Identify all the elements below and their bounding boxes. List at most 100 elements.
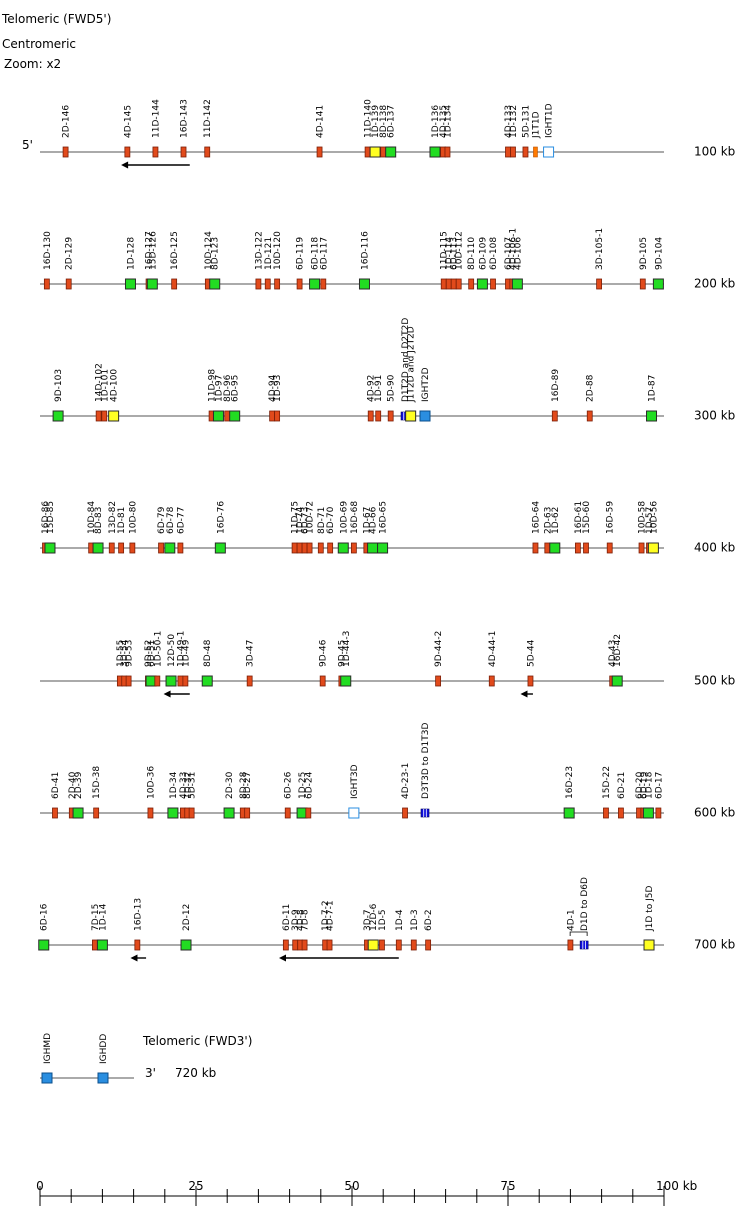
gene-1d-139: [369, 146, 381, 158]
label-ight3d: IGHT3D: [350, 764, 360, 799]
gene-13d-82: [108, 542, 115, 554]
label-13d-122: 13D-122: [254, 231, 264, 270]
gene-9d-53: [125, 675, 132, 687]
gene-9d-104: [652, 278, 664, 290]
gene-11d-144: [152, 146, 159, 158]
label-6d-119: 6D-119: [296, 237, 306, 270]
gene-8d-48: [201, 675, 213, 687]
label-6d-70: 6D-70: [326, 506, 336, 534]
gene-2d-39: [72, 807, 84, 819]
label-6d-108: 6D-108: [489, 237, 499, 270]
label-8d-138: 8D-138: [379, 105, 389, 138]
label-4d-92: 4D-92: [367, 375, 377, 402]
label-4d-44-1: 4D-44-1: [488, 631, 498, 667]
label-1d-74: 1D-74: [296, 506, 306, 534]
label-8d-83: 8D-83: [94, 507, 104, 534]
gene-1d-114: [445, 278, 452, 290]
gene-6d-73: [301, 542, 308, 554]
gene-8d-110: [468, 278, 475, 290]
gene-j1t2d-and-j2t2d: [405, 410, 417, 422]
label-3d-9: 3D-9: [291, 909, 301, 931]
label-6d-2: 6D-2: [424, 909, 434, 931]
row-4-kb-label: 500 kb: [694, 674, 735, 688]
label-6d-20: 6D-20: [635, 771, 645, 799]
gene-10d-58: [638, 542, 645, 554]
scale-label-0: 0: [36, 1179, 44, 1193]
gene-5d-131: [522, 146, 529, 158]
label-1d-32: 1D-32: [183, 772, 193, 799]
label-6d-137: 6D-137: [387, 105, 397, 138]
gene-6d-119: [296, 278, 303, 290]
gene-ight1d: [543, 146, 555, 158]
gene-4d-92: [367, 410, 374, 422]
label-11d-142: 11D-142: [203, 99, 213, 138]
gene-4d-23-1: [402, 807, 408, 819]
gene-10d-72: [306, 542, 313, 554]
label-6d-118: 6D-118: [311, 237, 321, 270]
gene-16d-143: [180, 146, 187, 158]
gene-1d-93: [274, 410, 281, 422]
label-16d-23: 16D-23: [565, 766, 575, 799]
gene-15d-22: [603, 807, 609, 819]
gene-6d-137: [385, 146, 397, 158]
label-1d-136: 1D-136: [431, 105, 441, 138]
label-1d-7-2: 1D-7-2: [321, 900, 331, 931]
scale-label-25: 25: [188, 1179, 203, 1193]
label-15d-60: 15D-60: [582, 501, 592, 534]
gene-1d-91: [375, 410, 382, 422]
label-6d-79: 6D-79: [157, 506, 167, 534]
label-11d-98: 11D-98: [208, 369, 218, 402]
gene-1d-34: [167, 807, 179, 819]
gene-15d-85: [44, 542, 56, 554]
gene-8d-83: [92, 542, 104, 554]
label-6d-16: 6D-16: [40, 903, 50, 931]
label-12d-50: 12D-50: [167, 634, 177, 667]
gene-8d-27: [244, 807, 251, 819]
label-9d-104: 9D-104: [654, 237, 664, 270]
row-5-kb-label: 600 kb: [694, 806, 735, 820]
gene-16d-13: [134, 939, 141, 951]
label-16d-13: 16D-13: [133, 898, 143, 931]
label-10d-84: 10D-84: [87, 501, 97, 534]
gene-4d-100: [108, 410, 120, 422]
gene-4d-94: [269, 410, 276, 422]
label-16d-86: 16D-86: [41, 501, 51, 534]
label-9d-103: 9D-103: [54, 369, 64, 402]
gene-1d-49: [182, 675, 189, 687]
gene-1d-62: [549, 542, 561, 554]
label-4d-7-1: 4D-7-1: [326, 900, 336, 931]
label-2d-39: 2D-39: [74, 771, 84, 799]
gene-4d-145: [124, 146, 131, 158]
label-1d-132: 1D-132: [509, 105, 519, 138]
label-1d-62: 1D-62: [551, 507, 561, 534]
row-0-end-label: 5': [22, 138, 33, 152]
gene-6d-16: [38, 939, 50, 951]
label-3d-47: 3D-47: [246, 640, 256, 667]
gene-5d-44: [527, 675, 534, 687]
label-3d-7: 3D-7: [363, 909, 373, 931]
label-6d-21: 6D-21: [617, 772, 627, 799]
gene-13d-122: [255, 278, 262, 290]
row-0-direction-arrowhead-0: [121, 161, 129, 169]
label-5d-90: 5D-90: [387, 374, 397, 402]
gene-16d-64: [532, 542, 539, 554]
gene-d1d-to-d6d: [579, 940, 589, 950]
label-6d-113: 6D-113: [450, 237, 460, 270]
label-6d-109: 6D-109: [478, 237, 488, 270]
label-6d-17: 6D-17: [654, 772, 664, 799]
label-10d-69: 10D-69: [339, 501, 349, 534]
gene-2d-88: [586, 410, 593, 422]
label-ighdd: IGHDD: [99, 1034, 109, 1064]
label-ight1d: IGHT1D: [545, 103, 555, 138]
label-16d-143: 16D-143: [180, 99, 190, 138]
gene-15d-60: [583, 542, 589, 554]
label-4d-94: 4D-94: [268, 374, 278, 402]
row-2-kb-label: 300 kb: [694, 409, 735, 423]
label-9d-44-2: 9D-44-2: [434, 631, 444, 667]
gene-16d-23: [563, 807, 575, 819]
label-6d-95: 6D-95: [231, 375, 241, 402]
label-7d-15: 7D-15: [91, 904, 101, 931]
label-8d-123: 8D-123: [211, 237, 221, 270]
label-16d-65: 16D-65: [379, 501, 389, 534]
label-4d-23-1: 4D-23-1: [401, 763, 411, 799]
